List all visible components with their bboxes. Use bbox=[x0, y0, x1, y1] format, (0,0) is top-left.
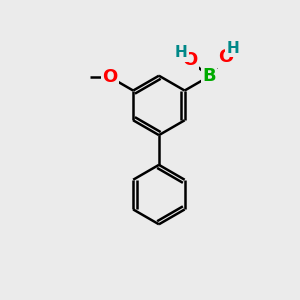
Text: O: O bbox=[102, 68, 118, 86]
Text: H: H bbox=[175, 45, 188, 60]
Text: B: B bbox=[202, 68, 216, 85]
Text: O: O bbox=[182, 51, 197, 69]
Text: O: O bbox=[218, 48, 233, 66]
Text: H: H bbox=[226, 41, 239, 56]
Text: methoxy: methoxy bbox=[77, 76, 83, 78]
